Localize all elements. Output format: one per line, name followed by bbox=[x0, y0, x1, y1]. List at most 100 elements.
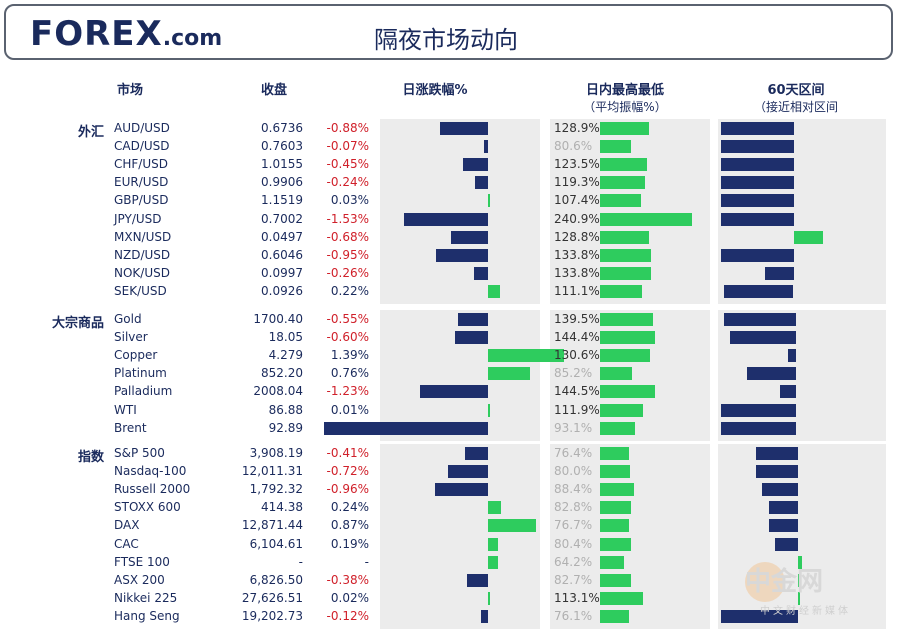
change-bar bbox=[439, 122, 488, 135]
range-value: 130.6% bbox=[554, 348, 600, 363]
market-name: Nikkei 225 bbox=[114, 590, 178, 605]
market-name: S&P 500 bbox=[114, 446, 165, 460]
range-bar bbox=[600, 447, 630, 460]
range-value: 76.1% bbox=[554, 608, 593, 623]
range-bar bbox=[600, 331, 655, 345]
close-value: 1.0155 bbox=[261, 157, 303, 172]
range-bar bbox=[600, 609, 629, 623]
range-value: 85.2% bbox=[554, 366, 593, 381]
sixty-day-bar bbox=[755, 465, 798, 479]
sixty-day-bar bbox=[721, 212, 794, 226]
range-value: 82.8% bbox=[554, 500, 593, 515]
col-sixty-subheader: （接近相对区间 bbox=[753, 100, 838, 114]
range-value: 82.7% bbox=[554, 572, 593, 587]
range-bar bbox=[600, 367, 633, 381]
change-bar bbox=[324, 421, 488, 435]
range-value: 119.3% bbox=[554, 175, 600, 190]
range-bar bbox=[600, 421, 636, 435]
sixty-day-bar bbox=[721, 403, 797, 417]
market-name: AUD/USD bbox=[114, 121, 170, 135]
market-name: STOXX 600 bbox=[114, 500, 181, 515]
range-value: 113.1% bbox=[554, 590, 600, 605]
close-value: 6,826.50 bbox=[249, 572, 303, 587]
range-bar bbox=[600, 176, 646, 190]
close-value: 414.38 bbox=[261, 500, 303, 515]
market-name: Platinum bbox=[114, 366, 167, 381]
close-value: 0.9906 bbox=[261, 175, 303, 190]
change-value: -0.60% bbox=[326, 330, 369, 345]
range-value: 144.4% bbox=[554, 330, 600, 345]
change-value: -1.23% bbox=[326, 384, 369, 399]
sixty-day-bar bbox=[761, 483, 798, 497]
range-value: 128.8% bbox=[554, 229, 600, 244]
col-change-header: 日涨跌幅% bbox=[402, 83, 468, 98]
change-bar bbox=[488, 519, 536, 533]
sixty-day-bar bbox=[774, 537, 798, 551]
sixty-day-bar bbox=[723, 313, 797, 326]
change-bar bbox=[457, 313, 488, 326]
sixty-day-bar bbox=[721, 421, 797, 435]
close-value: 0.0926 bbox=[261, 283, 303, 298]
sixty-day-bar bbox=[797, 573, 801, 587]
change-bar bbox=[488, 555, 499, 569]
change-value: -0.45% bbox=[326, 157, 369, 172]
range-bar bbox=[600, 230, 649, 244]
market-name: EUR/USD bbox=[114, 175, 169, 190]
range-value: 107.4% bbox=[554, 193, 600, 208]
range-value: 144.5% bbox=[554, 384, 600, 399]
range-value: 64.2% bbox=[554, 554, 593, 569]
close-value: 2008.04 bbox=[253, 384, 303, 399]
range-bar bbox=[600, 465, 631, 479]
change-panel bbox=[380, 119, 540, 304]
close-value: 12,011.31 bbox=[241, 464, 303, 479]
change-value: -0.38% bbox=[326, 572, 369, 587]
range-bar bbox=[600, 313, 653, 326]
change-value: 0.02% bbox=[330, 590, 369, 605]
range-bar bbox=[600, 212, 692, 226]
change-value: 0.22% bbox=[330, 283, 369, 298]
range-value: 88.4% bbox=[554, 482, 593, 497]
close-value: 92.89 bbox=[268, 420, 303, 435]
range-value: 111.1% bbox=[554, 283, 600, 298]
market-name: NZD/USD bbox=[114, 247, 171, 262]
col-market-header: 市场 bbox=[116, 83, 143, 98]
range-bar bbox=[600, 284, 643, 298]
range-value: 93.1% bbox=[554, 420, 593, 435]
col-range-header: 日内最高最低 bbox=[585, 83, 664, 98]
range-value: 80.0% bbox=[554, 464, 593, 479]
col-range-subheader: （平均振幅%） bbox=[583, 100, 667, 114]
group-label: 大宗商品 bbox=[51, 316, 104, 331]
change-value: -0.55% bbox=[326, 312, 369, 326]
range-value: 128.9% bbox=[554, 121, 600, 135]
change-bar bbox=[455, 331, 488, 345]
change-value: -0.24% bbox=[326, 175, 369, 190]
forex-logo: FOREX.com bbox=[30, 14, 222, 54]
sixty-day-bar bbox=[764, 266, 794, 280]
market-name: JPY/USD bbox=[114, 211, 162, 226]
change-bar bbox=[488, 591, 490, 605]
close-value: 4.279 bbox=[268, 348, 303, 363]
change-bar bbox=[488, 501, 502, 515]
market-name: SEK/USD bbox=[114, 283, 167, 298]
close-value: - bbox=[298, 554, 303, 569]
close-value: 0.7002 bbox=[261, 211, 303, 226]
range-value: 240.9% bbox=[554, 211, 600, 226]
market-name: Hang Seng bbox=[114, 608, 180, 623]
change-bar bbox=[488, 284, 501, 298]
range-value: 76.4% bbox=[554, 446, 593, 460]
sixty-day-bar bbox=[723, 284, 794, 298]
col-close-header: 收盘 bbox=[260, 83, 287, 98]
close-value: 1700.40 bbox=[253, 312, 303, 326]
market-name: MXN/USD bbox=[114, 229, 172, 244]
sixty-day-bar bbox=[797, 591, 800, 605]
market-name: ASX 200 bbox=[114, 572, 165, 587]
change-bar bbox=[420, 385, 488, 399]
market-name: Palladium bbox=[114, 384, 173, 399]
range-value: 76.7% bbox=[554, 518, 593, 533]
range-value: 80.6% bbox=[554, 139, 593, 154]
range-value: 111.9% bbox=[554, 402, 600, 417]
change-value: -0.95% bbox=[326, 247, 369, 262]
close-value: 0.6736 bbox=[261, 121, 303, 135]
change-value: -0.68% bbox=[326, 229, 369, 244]
close-value: 27,626.51 bbox=[241, 590, 303, 605]
